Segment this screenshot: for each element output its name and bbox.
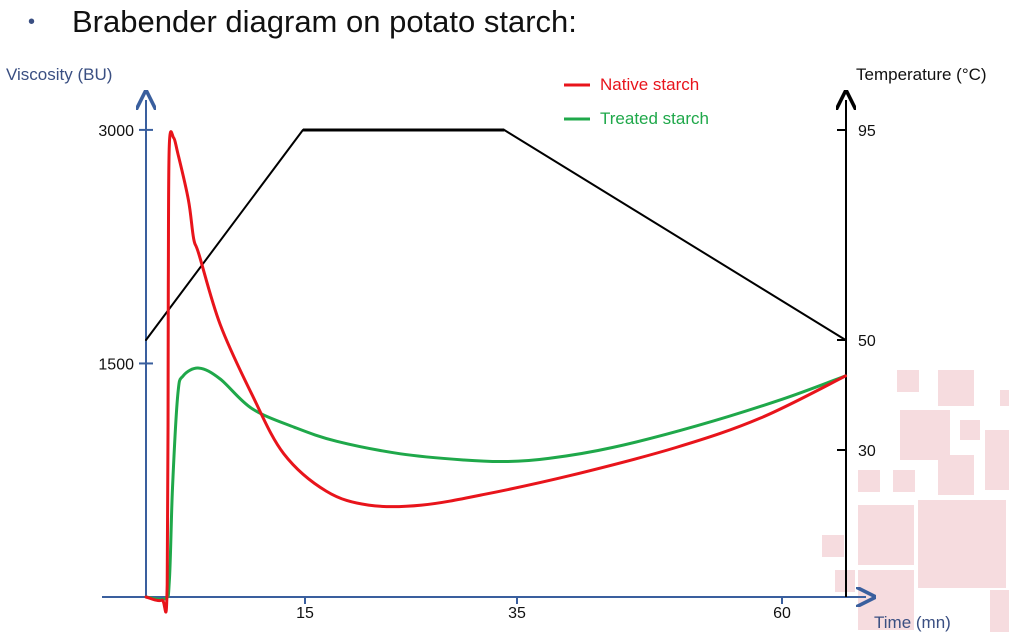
y-right-tick-label-50: 50 [858,333,876,350]
x-tick-label-15: 15 [296,605,314,622]
decor-square-0 [897,370,919,392]
y-left-ticks: 1500 3000 [98,123,153,373]
y-right-ticks: 30 50 95 [837,123,876,460]
y-left-tick-label-3000: 3000 [98,123,134,140]
decor-square-11 [858,505,914,565]
decor-square-9 [918,500,1006,588]
x-tick-label-35: 35 [508,605,526,622]
decor-square-4 [900,410,950,460]
decor-square-5 [985,430,1009,490]
decor-square-10 [822,535,844,557]
decor-square-3 [960,420,980,440]
decor-square-14 [990,590,1009,632]
decor-square-7 [893,470,915,492]
bullet-icon: • [28,10,36,33]
decor-square-8 [938,455,974,495]
y-left-tick-label-1500: 1500 [98,356,134,373]
decor-square-6 [858,470,880,492]
x-tick-label-60: 60 [773,605,791,622]
legend-treated-label: Treated starch [600,109,709,128]
x-axis-title: Time (mn) [874,613,951,632]
background-decoration [822,370,1009,632]
series-layer [144,128,848,614]
series-line-treated-starch [144,366,848,601]
x-ticks: 15 35 60 [296,597,791,622]
y-right-tick-label-30: 30 [858,443,876,460]
slide-title: • Brabender diagram on potato starch: [28,0,577,44]
decor-square-2 [1000,390,1009,406]
y-axis-right-title: Temperature (°C) [856,65,987,84]
decor-square-1 [938,370,974,406]
slide-title-text: Brabender diagram on potato starch: [72,4,577,39]
series-line-native-starch [144,130,848,614]
series-line-temperature [145,129,847,341]
y-axis-left-title: Viscosity (BU) [6,65,112,84]
legend: Native starch Treated starch [564,75,709,128]
y-right-tick-label-95: 95 [858,123,876,140]
legend-native-label: Native starch [600,75,699,94]
